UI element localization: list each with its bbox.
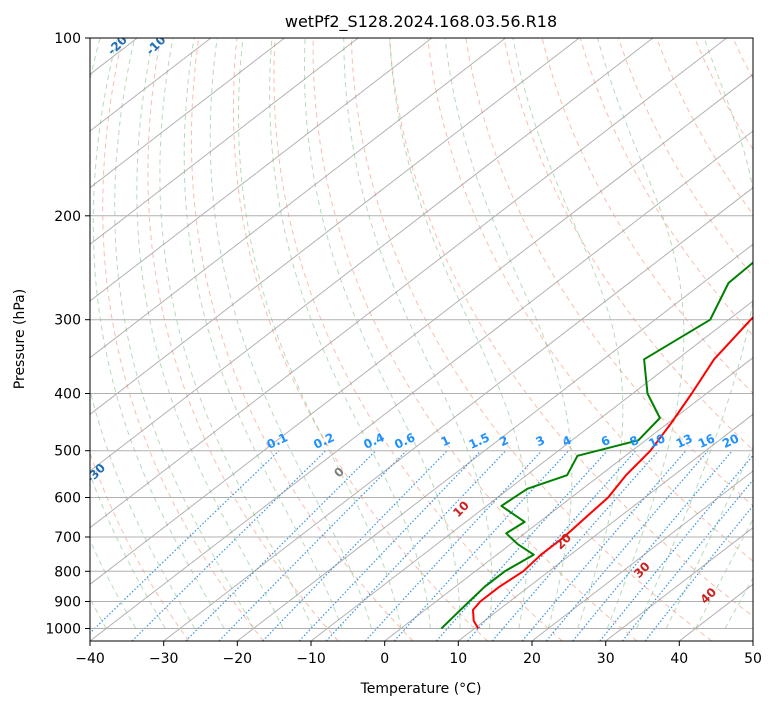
dry-adiabat-line <box>388 38 753 617</box>
y-axis-tick-label: 700 <box>54 530 81 546</box>
moist-adiabat-line <box>343 38 493 629</box>
y-axis-tick-label: 900 <box>54 595 81 611</box>
isotherm-line <box>90 38 654 472</box>
dry-adiabat-line <box>102 38 264 641</box>
isotherm-line <box>531 470 753 641</box>
isotherm-line <box>90 38 433 302</box>
moist-adiabat-line <box>636 38 753 629</box>
moist-adiabat-line <box>90 539 137 629</box>
y-axis-tick-label: 800 <box>54 564 81 580</box>
y-axis-tick-label: 400 <box>54 387 81 403</box>
isotherm-line <box>752 640 753 641</box>
mixing-ratio-line <box>545 450 709 641</box>
dewpoint-profile-line <box>440 261 753 630</box>
isotherm-line <box>90 130 753 641</box>
dry-adiabat-line <box>771 38 775 641</box>
mixing-ratio-label: 13 <box>674 431 695 451</box>
x-axis-tick-label: −40 <box>75 651 105 667</box>
moist-adiabat-line <box>90 38 196 629</box>
dry-adiabat-line <box>232 38 488 641</box>
isotherm-line <box>90 38 506 359</box>
isotherm-line <box>236 243 753 641</box>
y-axis-tick-label: 600 <box>54 491 81 507</box>
mixing-ratio-line <box>467 450 637 641</box>
x-axis-tick-label: 0 <box>380 651 389 667</box>
x-axis-tick-label: 20 <box>523 651 541 667</box>
moist-adiabat-line <box>724 576 753 629</box>
dry-adiabat-line <box>312 38 638 641</box>
dry-adiabat-line <box>190 38 414 641</box>
moist-adiabat-line <box>665 445 753 629</box>
x-axis-tick-label: 40 <box>670 651 688 667</box>
moist-adiabat-line <box>597 38 685 629</box>
y-axis-tick-label: 100 <box>54 31 81 47</box>
mixing-ratio-label: 10 <box>646 431 667 451</box>
moist-adiabat-line <box>183 38 343 629</box>
dry-adiabat-line <box>503 38 753 451</box>
y-axis-label: Pressure (hPa) <box>12 289 28 389</box>
mixing-ratio-line <box>325 450 507 641</box>
x-axis-tick-label: 50 <box>744 651 762 667</box>
x-axis-tick-label: −20 <box>223 651 253 667</box>
moist-adiabat-line <box>304 38 461 629</box>
y-axis-tick-label: 500 <box>54 444 81 460</box>
dry-adiabat-line <box>427 38 753 562</box>
moist-adiabat-line <box>136 38 284 629</box>
isotherm-line <box>310 300 753 641</box>
mixing-ratio-line <box>621 479 753 641</box>
temperature-profile-line <box>472 316 753 630</box>
y-axis-tick-label: 1000 <box>45 622 81 638</box>
y-axis-tick-label: 300 <box>54 313 81 329</box>
mixing-ratio-label: 20 <box>720 431 741 451</box>
mixing-ratio-line <box>298 450 482 641</box>
plot-background <box>90 38 753 641</box>
isotherm-line <box>384 357 753 641</box>
isotherm-line <box>457 413 753 641</box>
plot-frame <box>89 37 754 642</box>
isotherm-line <box>90 73 753 585</box>
mixing-ratio-line <box>364 450 543 641</box>
isotherm-line <box>605 527 753 641</box>
moist-adiabat-line <box>444 38 573 629</box>
moist-adiabat-line <box>92 38 225 629</box>
x-axis-tick-label: 10 <box>449 651 467 667</box>
moist-adiabat-line <box>389 38 530 629</box>
isotherm-line <box>90 38 359 245</box>
dry-adiabat-line <box>147 38 339 641</box>
x-axis-tick-label: −10 <box>296 651 326 667</box>
x-axis-tick-label: 30 <box>597 651 615 667</box>
mixing-ratio-line <box>599 454 753 641</box>
mixing-ratio-line <box>262 450 448 641</box>
mixing-ratio-line <box>521 450 687 641</box>
mixing-ratio-label: 16 <box>696 431 717 451</box>
moist-adiabat-line <box>114 38 255 629</box>
isotherm-line <box>163 187 753 641</box>
moist-adiabat-line <box>695 518 753 629</box>
y-axis-tick-label: 200 <box>54 209 81 225</box>
x-axis-tick-label: −30 <box>149 651 179 667</box>
isotherm-line <box>90 38 727 529</box>
moist-adiabat-line <box>269 38 431 629</box>
x-axis-label: Temperature (°C) <box>360 681 482 697</box>
moist-adiabat-line <box>237 38 402 629</box>
moist-adiabat-line <box>90 472 166 629</box>
moist-adiabat-line <box>512 38 624 629</box>
chart-title: wetPf2_S128.2024.168.03.56.R18 <box>285 12 557 32</box>
isotherm-line <box>90 38 580 415</box>
isotherm-line <box>90 38 285 189</box>
mixing-ratio-line <box>218 450 407 641</box>
mixing-ratio-line <box>185 450 377 641</box>
mixing-ratio-line <box>435 450 608 641</box>
moist-adiabat-line <box>159 38 313 629</box>
